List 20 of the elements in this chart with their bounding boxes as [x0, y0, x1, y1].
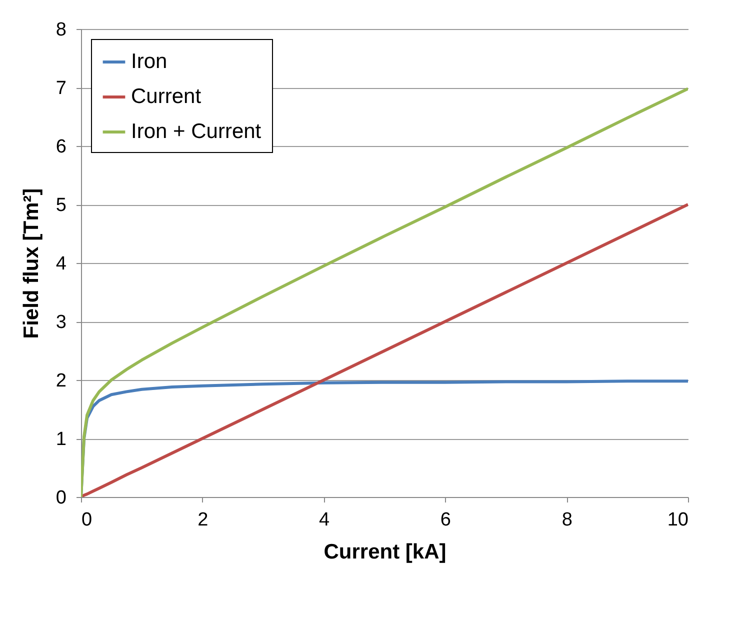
x-tick-label: 6 [440, 510, 451, 530]
legend-label: Current [131, 85, 202, 108]
y-tick-label: 6 [56, 136, 66, 158]
x-tick-label: 4 [319, 510, 330, 530]
y-tick-label: 2 [56, 370, 66, 392]
y-tick-label: 1 [56, 429, 66, 450]
y-tick-label: 5 [56, 195, 66, 216]
x-axis-title: Current [kA] [324, 540, 446, 564]
legend-label: Iron + Current [131, 120, 262, 143]
y-tick-label: 0 [56, 488, 66, 508]
y-tick-label: 4 [56, 254, 67, 274]
y-tick-label: 3 [56, 312, 66, 333]
y-tick-label: 8 [56, 20, 66, 40]
x-tick-label: 2 [198, 510, 208, 530]
x-tick-label: 8 [562, 510, 572, 530]
y-tick-label: 7 [56, 78, 66, 99]
legend-label: Iron [131, 50, 168, 73]
x-tick-label: 10 [667, 510, 688, 530]
x-tick-label: 0 [82, 510, 92, 530]
y-axis-title: Field flux [Tm²] [20, 188, 43, 339]
